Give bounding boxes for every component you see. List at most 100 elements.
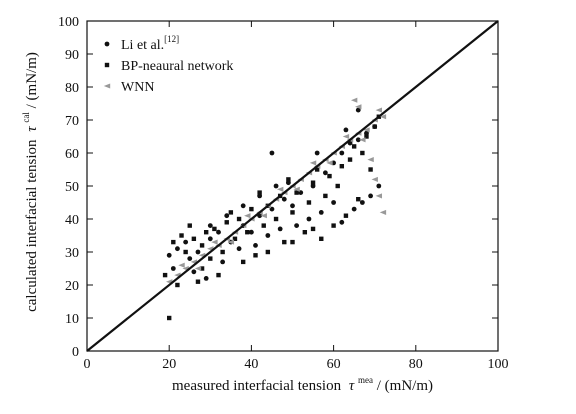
- data-point: [327, 173, 332, 179]
- y-tick-label: 80: [65, 81, 79, 96]
- data-point: [265, 233, 271, 238]
- y-tick-label: 50: [65, 180, 79, 195]
- data-point: [220, 259, 226, 265]
- data-point: [343, 213, 349, 218]
- data-point: [355, 107, 361, 113]
- data-point: [227, 239, 235, 245]
- legend-label: Li et al.[12]: [121, 34, 179, 53]
- y-tick-label: 40: [65, 213, 79, 228]
- y-axis: 0 10 20 30 40 50 60 70 80 90 100: [58, 15, 498, 360]
- data-point: [232, 236, 238, 241]
- x-axis-title: measured interfacial tension τ mea / (mN…: [172, 371, 433, 394]
- data-point: [211, 239, 218, 245]
- y-tick-label: 70: [65, 114, 79, 129]
- data-point: [323, 193, 328, 199]
- data-point: [269, 150, 275, 156]
- legend-label: WNN: [121, 80, 154, 95]
- legend-label-text: WNN: [121, 80, 154, 95]
- data-point: [351, 144, 357, 149]
- plot-area: 0 20 40 60 80 100 0 10 20 30 40 50 60 70 80 90 100: [58, 15, 509, 372]
- x-axis-superscript: mea: [358, 375, 373, 385]
- data-point: [294, 223, 300, 229]
- data-point: [253, 243, 258, 248]
- data-point: [240, 259, 246, 265]
- data-point: [183, 249, 188, 255]
- data-point: [322, 170, 328, 176]
- data-point: [216, 229, 221, 235]
- data-point: [191, 236, 197, 241]
- data-point: [212, 226, 217, 232]
- data-point: [167, 315, 172, 321]
- data-point: [276, 186, 284, 192]
- data-point: [224, 213, 230, 219]
- legend-label: BP-neaural network: [121, 59, 233, 74]
- data-point: [375, 107, 383, 113]
- data-point: [302, 230, 308, 235]
- data-point: [216, 272, 221, 278]
- data-point: [363, 127, 370, 133]
- series-square: [162, 114, 382, 321]
- data-point: [375, 193, 383, 199]
- x-tick-label: 40: [244, 357, 258, 372]
- data-point: [282, 239, 287, 245]
- series-layer: [162, 97, 387, 321]
- data-point: [207, 236, 213, 242]
- data-point: [339, 150, 345, 156]
- data-point: [273, 183, 279, 189]
- x-tick-label: 20: [162, 357, 176, 372]
- series-triangle-left: [166, 97, 387, 285]
- data-point: [372, 124, 377, 129]
- x-axis: 0 20 40 60 80 100: [84, 21, 509, 372]
- data-point: [249, 229, 254, 235]
- data-point: [309, 160, 317, 166]
- data-point: [286, 177, 291, 182]
- legend: Li et al.[12] BP-neaural network WNN: [103, 34, 233, 95]
- data-point: [339, 164, 345, 169]
- data-point: [356, 197, 361, 202]
- data-point: [367, 157, 374, 163]
- data-point: [203, 230, 209, 235]
- data-point: [368, 193, 373, 199]
- legend-marker: [104, 41, 110, 47]
- data-point: [187, 223, 192, 228]
- data-point: [244, 213, 251, 219]
- data-point: [364, 134, 369, 139]
- x-axis-title-text: measured interfacial tension: [172, 378, 342, 394]
- data-point: [240, 203, 246, 209]
- data-point: [257, 190, 262, 195]
- data-point: [314, 167, 320, 172]
- data-point: [253, 253, 258, 258]
- legend-label-text: BP-neaural network: [121, 59, 233, 74]
- data-point: [359, 200, 365, 205]
- y-tick-label: 60: [65, 147, 79, 162]
- x-axis-symbol: τ: [349, 378, 355, 394]
- data-point: [306, 216, 312, 222]
- data-point: [350, 97, 358, 103]
- data-point: [314, 150, 320, 156]
- data-point: [326, 160, 333, 166]
- data-point: [265, 249, 271, 255]
- data-point: [277, 226, 283, 232]
- data-point: [203, 276, 209, 281]
- data-point: [179, 233, 184, 238]
- data-point: [310, 226, 316, 232]
- data-point: [245, 230, 250, 235]
- data-point: [360, 150, 365, 156]
- data-point: [290, 239, 295, 245]
- data-point: [379, 209, 387, 215]
- data-point: [175, 282, 180, 288]
- y-tick-label: 100: [58, 15, 79, 30]
- data-point: [249, 206, 254, 212]
- x-tick-label: 0: [84, 357, 91, 372]
- data-point: [310, 180, 316, 185]
- data-point: [293, 186, 300, 192]
- series-circle: [166, 107, 382, 281]
- data-point: [194, 265, 202, 272]
- data-point: [368, 167, 373, 172]
- y-axis-symbol: τ: [24, 126, 40, 132]
- data-point: [170, 266, 176, 271]
- y-tick-label: 0: [72, 345, 79, 360]
- y-tick-label: 10: [65, 312, 79, 327]
- data-point: [294, 190, 299, 195]
